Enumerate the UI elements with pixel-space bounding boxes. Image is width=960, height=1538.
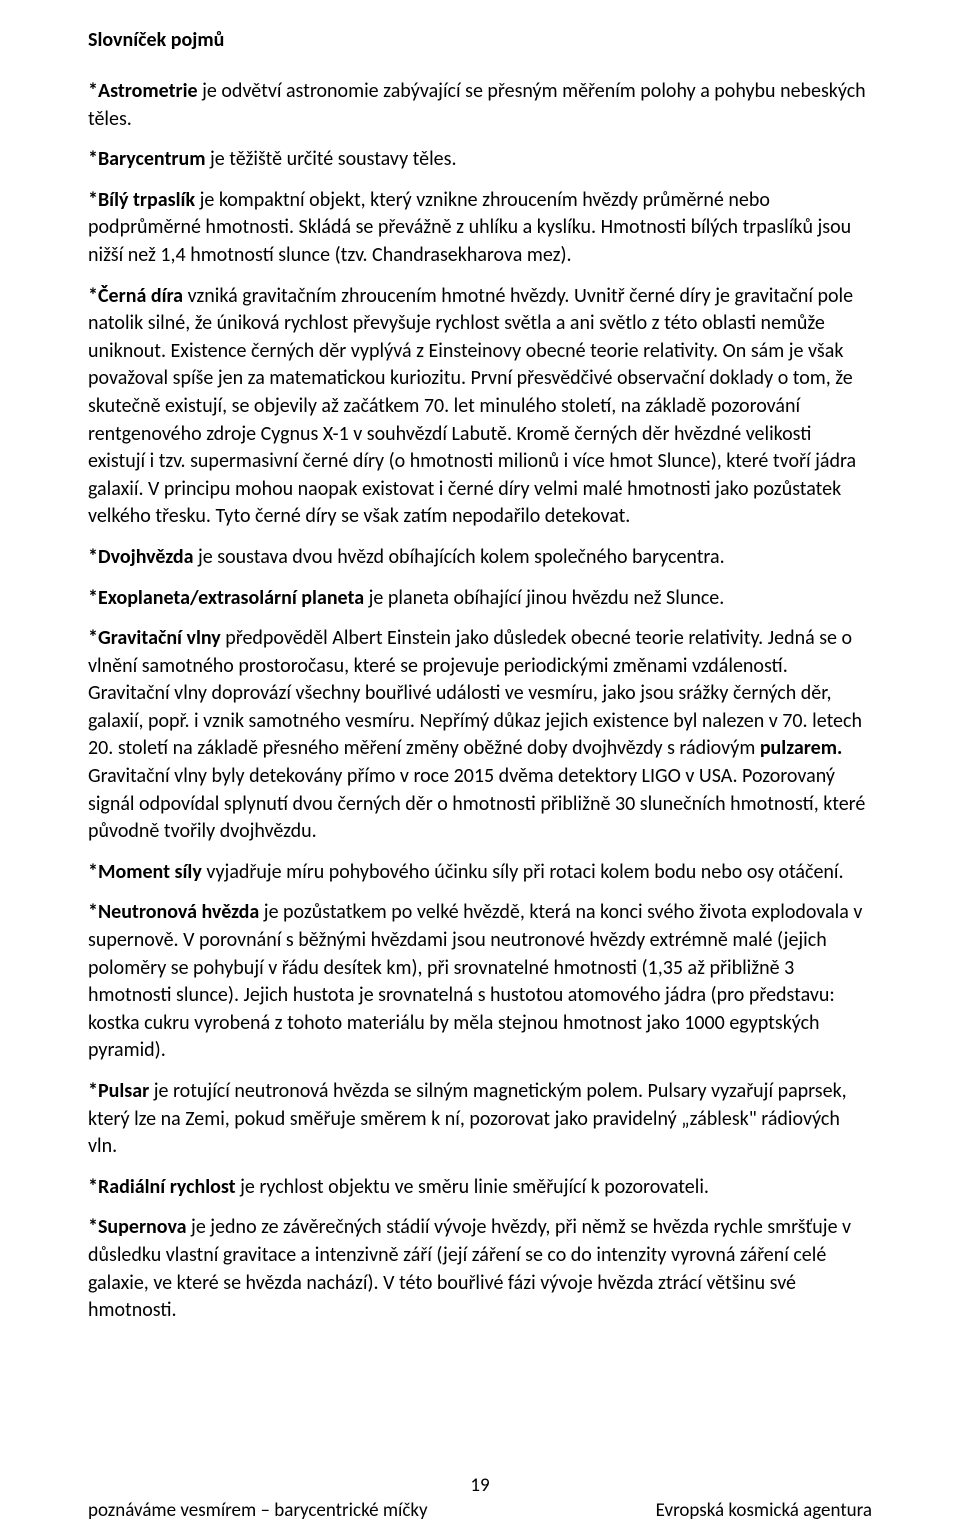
entry-term: *Barycentrum bbox=[88, 147, 206, 171]
entry-term: *Pulsar bbox=[88, 1079, 149, 1103]
entry-term: *Neutronová hvězda bbox=[88, 900, 259, 924]
entry-body: je rychlost objektu ve směru linie směřu… bbox=[236, 1175, 709, 1199]
entry-term: *Astrometrie bbox=[88, 79, 198, 103]
glossary-entry: *Dvojhvězda je soustava dvou hvězd obíha… bbox=[88, 544, 872, 572]
glossary-entry: *Astrometrie je odvětví astronomie zabýv… bbox=[88, 78, 872, 133]
entry-bold-inline: pulzarem. bbox=[760, 736, 843, 760]
footer-row: poznáváme vesmírem – barycentrické míčky… bbox=[88, 1499, 872, 1522]
glossary-entry: *Neutronová hvězda je pozůstatkem po vel… bbox=[88, 899, 872, 1065]
footer-left: poznáváme vesmírem – barycentrické míčky bbox=[88, 1499, 428, 1522]
entry-term: *Černá díra bbox=[88, 284, 183, 308]
page-title: Slovníček pojmů bbox=[88, 28, 872, 52]
entry-term: *Supernova bbox=[88, 1215, 187, 1239]
glossary-entry: *Gravitační vlny předpověděl Albert Eins… bbox=[88, 625, 872, 846]
entry-body: je těžiště určité soustavy těles. bbox=[206, 147, 457, 171]
glossary-entry: *Černá díra vzniká gravitačním zhroucení… bbox=[88, 283, 872, 531]
entry-body: je rotující neutronová hvězda se silným … bbox=[88, 1079, 847, 1158]
glossary-entry: *Radiální rychlost je rychlost objektu v… bbox=[88, 1174, 872, 1202]
glossary-entry: *Moment síly vyjadřuje míru pohybového ú… bbox=[88, 859, 872, 887]
entry-body: je kompaktní objekt, který vznikne zhrou… bbox=[88, 188, 851, 267]
footer-page-number: 19 bbox=[88, 1474, 872, 1497]
glossary-entry: *Pulsar je rotující neutronová hvězda se… bbox=[88, 1078, 872, 1161]
entry-body: je soustava dvou hvězd obíhajících kolem… bbox=[194, 545, 725, 569]
entry-term: *Moment síly bbox=[88, 860, 202, 884]
entry-body: je odvětví astronomie zabývající se přes… bbox=[88, 79, 866, 131]
entry-term: *Radiální rychlost bbox=[88, 1175, 236, 1199]
entry-body: vyjadřuje míru pohybového účinku síly př… bbox=[202, 860, 844, 884]
document-page: Slovníček pojmů *Astrometrie je odvětví … bbox=[0, 0, 960, 1538]
entry-term: *Exoplaneta/extrasolární planeta bbox=[88, 586, 364, 610]
entry-body: je jedno ze závěrečných stádií vývoje hv… bbox=[88, 1215, 851, 1322]
entry-body-post: Gravitační vlny byly detekovány přímo v … bbox=[88, 764, 865, 843]
entry-term: *Bílý trpaslík bbox=[88, 188, 195, 212]
entry-body: je planeta obíhající jinou hvězdu než Sl… bbox=[364, 586, 724, 610]
entry-term: *Gravitační vlny bbox=[88, 626, 221, 650]
footer-right: Evropská kosmická agentura bbox=[656, 1499, 872, 1522]
entry-term: *Dvojhvězda bbox=[88, 545, 194, 569]
entry-body: vzniká gravitačním zhroucením hmotné hvě… bbox=[88, 284, 856, 529]
glossary-entry: *Exoplaneta/extrasolární planeta je plan… bbox=[88, 585, 872, 613]
glossary-entry: *Barycentrum je těžiště určité soustavy … bbox=[88, 146, 872, 174]
glossary-entry: *Supernova je jedno ze závěrečných stádi… bbox=[88, 1214, 872, 1324]
page-footer: 19 poznáváme vesmírem – barycentrické mí… bbox=[88, 1474, 872, 1522]
entry-body: je pozůstatkem po velké hvězdě, která na… bbox=[88, 900, 862, 1062]
glossary-entry: *Bílý trpaslík je kompaktní objekt, kter… bbox=[88, 187, 872, 270]
